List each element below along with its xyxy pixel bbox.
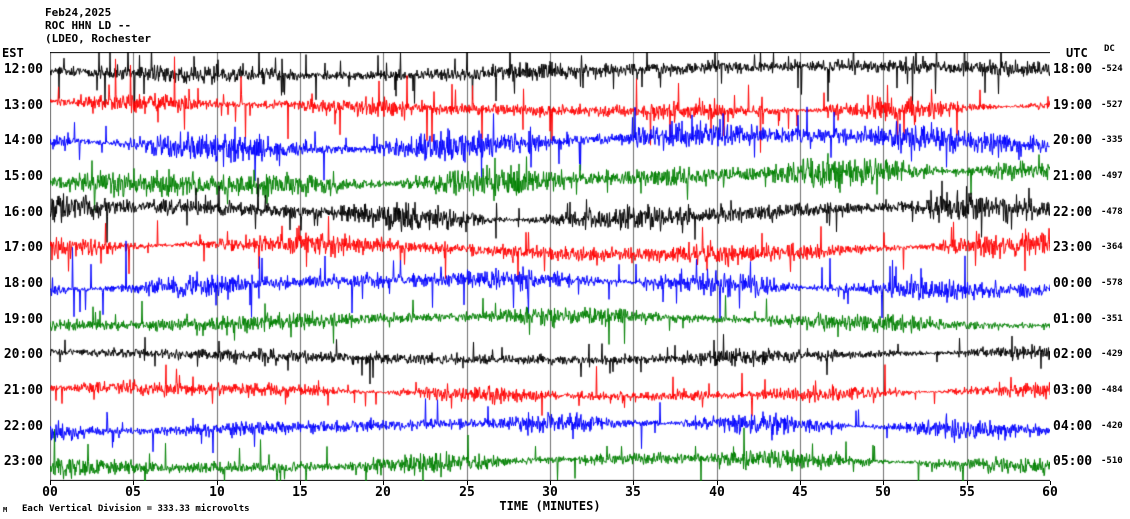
est-time-label: 12:00	[3, 62, 43, 77]
x-tick-label: 60	[1042, 485, 1058, 500]
est-axis-label: EST	[2, 46, 24, 60]
utc-time-label: 18:00	[1053, 62, 1093, 77]
est-time-label: 14:00	[3, 133, 43, 149]
est-time-label: 18:00	[3, 275, 43, 291]
dc-value-label: -429	[1101, 349, 1123, 360]
x-tick-mark	[133, 481, 134, 485]
utc-time-label: 03:00	[1053, 382, 1093, 398]
x-tick-mark	[217, 481, 218, 485]
watermark: M	[3, 506, 8, 514]
utc-time-label: 05:00	[1053, 454, 1093, 470]
utc-time-label: 04:00	[1053, 418, 1093, 434]
x-tick-label: 35	[625, 485, 641, 500]
x-axis-title: TIME (MINUTES)	[499, 499, 601, 513]
x-tick-label: 40	[709, 485, 725, 500]
x-tick-label: 05	[125, 485, 141, 500]
est-time-label: 17:00	[3, 240, 43, 256]
x-tick-label: 00	[42, 485, 58, 500]
station-label: ROC HHN LD --	[45, 19, 132, 32]
x-tick-mark	[1050, 481, 1051, 485]
utc-axis-label: UTC	[1066, 46, 1088, 60]
x-tick-mark	[300, 481, 301, 485]
est-time-label: 13:00	[3, 97, 43, 113]
utc-time-label: 02:00	[1053, 347, 1093, 363]
x-tick-mark	[800, 481, 801, 485]
header: Feb24,2025 ROC HHN LD -- (LDEO, Rocheste…	[45, 6, 151, 45]
dc-axis-label: DC	[1104, 44, 1115, 54]
utc-time-label: 19:00	[1053, 97, 1093, 113]
x-tick-mark	[383, 481, 384, 485]
utc-time-label: 23:00	[1053, 240, 1093, 256]
est-time-label: 21:00	[3, 382, 43, 398]
footer-scale-note: Each Vertical Division = 333.33 microvol…	[22, 504, 250, 514]
est-time-label: 22:00	[3, 418, 43, 434]
utc-time-label: 20:00	[1053, 133, 1093, 149]
dc-value-label: -364	[1101, 242, 1123, 253]
dc-value-label: -527	[1101, 99, 1123, 110]
x-tick-mark	[550, 481, 551, 485]
dc-value-label: -524	[1101, 64, 1123, 74]
x-tick-label: 10	[209, 485, 225, 500]
x-tick-label: 45	[792, 485, 808, 500]
waveform-canvas	[50, 52, 1050, 481]
dc-labels: -524 -527 -335 -497 -478 -364 -578 -351 -429 -484…	[1101, 0, 1130, 519]
est-time-label: 23:00	[3, 454, 43, 470]
dc-value-label: -420	[1101, 420, 1123, 431]
dc-value-label: -484	[1101, 384, 1123, 395]
utc-time-label: 21:00	[1053, 168, 1093, 184]
x-tick-mark	[50, 481, 51, 485]
dc-value-label: -478	[1101, 206, 1123, 217]
x-tick-mark	[967, 481, 968, 485]
x-tick-label: 30	[542, 485, 558, 500]
est-labels: 12:00 13:00 14:00 15:00 16:00 17:00 18:00 19:00…	[0, 0, 46, 519]
date-label: Feb24,2025	[45, 6, 112, 19]
x-tick-label: 15	[292, 485, 308, 500]
utc-time-label: 22:00	[1053, 204, 1093, 220]
dc-value-label: -335	[1101, 135, 1123, 146]
dc-value-label: -497	[1101, 170, 1123, 181]
est-time-label: 19:00	[3, 311, 43, 327]
utc-time-label: 00:00	[1053, 275, 1093, 291]
x-tick-mark	[467, 481, 468, 485]
x-tick-label: 55	[959, 485, 975, 500]
dc-value-label: -510	[1101, 456, 1123, 467]
x-tick-label: 20	[375, 485, 391, 500]
dc-value-label: -578	[1101, 277, 1123, 288]
est-time-label: 20:00	[3, 347, 43, 363]
x-tick-mark	[633, 481, 634, 485]
est-time-label: 16:00	[3, 204, 43, 220]
x-tick-label: 50	[875, 485, 891, 500]
est-time-label: 15:00	[3, 168, 43, 184]
utc-labels: 18:00 19:00 20:00 21:00 22:00 23:00 00:00 01:00…	[1053, 0, 1099, 519]
x-tick-label: 25	[459, 485, 475, 500]
x-tick-mark	[717, 481, 718, 485]
dc-value-label: -351	[1101, 313, 1123, 324]
utc-time-label: 01:00	[1053, 311, 1093, 327]
x-tick-mark	[883, 481, 884, 485]
location-label: (LDEO, Rochester	[45, 32, 151, 45]
